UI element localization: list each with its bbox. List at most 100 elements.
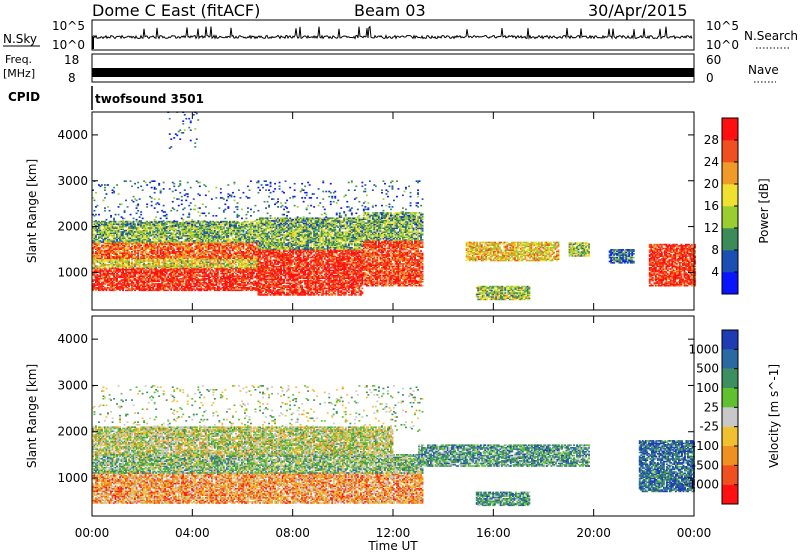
data-cell — [96, 265, 99, 267]
data-cell — [146, 274, 149, 276]
data-cell — [123, 264, 126, 266]
data-cell — [108, 270, 111, 272]
data-cell — [247, 267, 249, 270]
data-cell — [162, 264, 165, 266]
data-cell — [241, 271, 243, 274]
data-cell — [150, 276, 153, 279]
data-cell — [123, 285, 126, 288]
freq-strip: Freq. [MHz] 18 8 60 0 Nave — [3, 53, 779, 85]
data-cell — [197, 266, 200, 269]
data-cell — [185, 284, 188, 286]
data-cell — [135, 272, 138, 275]
data-cell — [149, 258, 152, 261]
data-cell — [165, 264, 168, 266]
data-cell — [212, 258, 215, 261]
data-cell — [212, 270, 215, 272]
data-cell — [188, 276, 191, 279]
data-cell — [140, 271, 143, 274]
data-cell — [213, 258, 216, 261]
data-cell — [150, 245, 153, 248]
data-cell — [98, 254, 100, 257]
data-cell — [102, 244, 105, 247]
data-cell — [122, 264, 124, 266]
data-cell — [117, 271, 120, 274]
data-cell — [200, 277, 203, 280]
data-cell — [153, 277, 156, 280]
data-cell — [236, 270, 239, 272]
data-cell — [250, 289, 252, 292]
data-cell — [248, 261, 251, 263]
data-cell — [209, 283, 212, 285]
data-cell — [149, 257, 152, 259]
data-cell — [222, 286, 225, 289]
data-cell — [222, 277, 225, 280]
data-cell — [197, 258, 200, 261]
data-cell — [250, 271, 252, 274]
data-cell — [99, 267, 102, 270]
data-cell — [128, 267, 130, 270]
data-cell — [201, 276, 204, 279]
data-cell — [138, 279, 141, 281]
data-cell — [224, 286, 227, 289]
data-cell — [138, 264, 141, 266]
data-cell — [116, 288, 118, 290]
data-cell — [132, 248, 135, 250]
data-cell — [114, 251, 117, 253]
data-cell — [186, 288, 189, 290]
data-cell — [122, 243, 124, 245]
data-cell — [108, 254, 111, 257]
data-cell — [247, 286, 249, 289]
data-cell — [143, 271, 146, 274]
data-cell — [138, 243, 141, 245]
data-cell — [229, 268, 231, 271]
data-cell — [98, 251, 100, 253]
data-cell — [101, 277, 103, 280]
data-cell — [123, 279, 126, 281]
data-cell — [147, 256, 150, 258]
data-cell — [201, 268, 204, 271]
data-cell — [105, 251, 108, 253]
data-cell — [114, 247, 117, 249]
data-cell — [256, 276, 258, 279]
data-cell — [170, 260, 173, 262]
data-cell — [153, 261, 156, 263]
data-cell — [116, 265, 118, 267]
data-cell — [138, 268, 141, 271]
data-cell — [216, 257, 219, 260]
data-cell — [153, 249, 156, 252]
data-cell — [179, 260, 182, 262]
data-cell — [186, 266, 189, 269]
data-cell — [116, 284, 118, 286]
data-cell — [98, 257, 100, 260]
data-cell — [135, 262, 138, 265]
data-cell — [143, 247, 146, 249]
data-cell — [253, 281, 255, 284]
data-cell — [119, 252, 121, 254]
data-cell — [149, 274, 152, 276]
data-cell — [108, 286, 111, 289]
data-cell — [111, 245, 114, 248]
data-cell — [104, 247, 106, 249]
data-cell — [149, 262, 152, 265]
data-cell — [222, 270, 225, 272]
data-cell — [216, 277, 219, 280]
data-cell — [241, 262, 243, 265]
data-cell — [114, 264, 117, 266]
data-cell — [219, 267, 222, 270]
data-cell — [183, 261, 186, 263]
data-cell — [110, 247, 112, 249]
data-cell — [191, 277, 194, 280]
data-cell — [99, 256, 102, 258]
data-cell — [131, 261, 133, 263]
data-cell — [102, 262, 105, 265]
data-cell — [192, 281, 195, 284]
data-cell — [137, 264, 140, 266]
data-cell — [225, 270, 228, 272]
data-cell — [239, 271, 242, 274]
data-cell — [210, 274, 213, 276]
data-cell — [238, 267, 240, 270]
data-cell — [192, 268, 195, 271]
data-cell — [116, 245, 118, 248]
data-cell — [253, 265, 255, 267]
data-cell — [179, 258, 182, 261]
